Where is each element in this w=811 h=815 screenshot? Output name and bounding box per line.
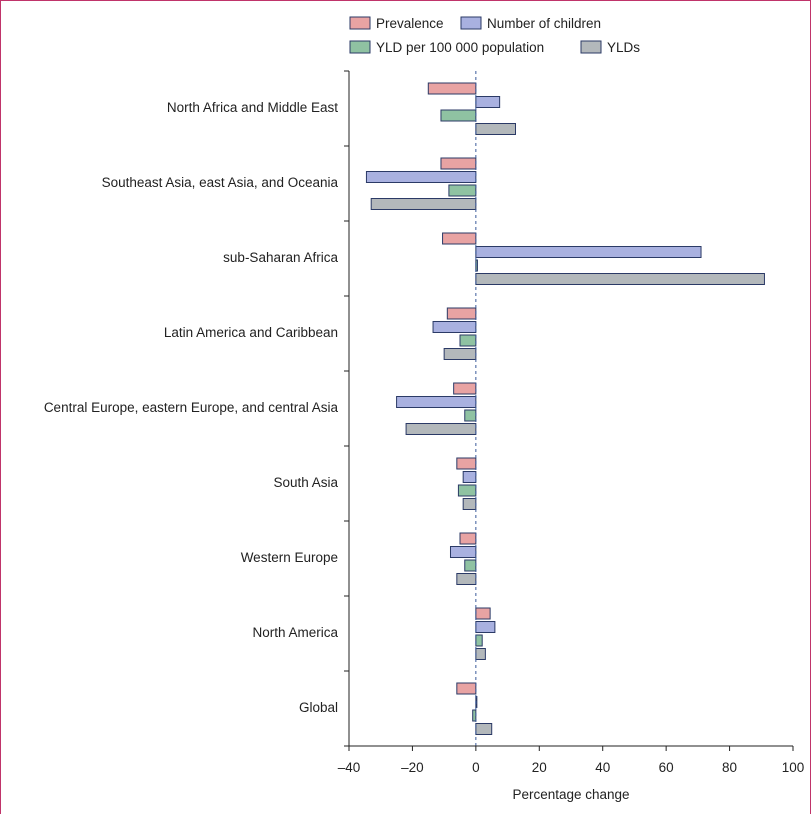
bar-ylds-1 — [370, 198, 477, 210]
x-tick-label: 0 — [472, 760, 480, 775]
bar-prevalence-7 — [475, 607, 491, 620]
bar-number-of-children-3 — [432, 321, 477, 333]
bar-ylds-2 — [475, 273, 765, 285]
bar-prevalence-8 — [456, 682, 477, 695]
legend-swatch — [580, 40, 602, 54]
bar-ylds-4 — [405, 423, 477, 435]
category-label: Southeast Asia, east Asia, and Oceania — [102, 175, 339, 190]
category-label: North Africa and Middle East — [167, 100, 338, 115]
category-label: North America — [252, 625, 338, 640]
x-tick-label: 80 — [722, 760, 737, 775]
bar-ylds-5 — [462, 498, 477, 510]
x-tick-label: 60 — [659, 760, 674, 775]
bar-number-of-children-7 — [475, 621, 496, 633]
axes: –40 –20 0 20 40 60 80 100 — [338, 70, 805, 775]
bar-yld-per-100-000-population-5 — [457, 484, 477, 497]
bar-number-of-children-2 — [475, 246, 702, 258]
bars — [365, 82, 765, 735]
bar-yld-per-100-000-population-1 — [448, 184, 477, 197]
bar-ylds-6 — [456, 573, 477, 585]
x-tick-label: –40 — [338, 760, 361, 775]
x-tick-label: 100 — [782, 760, 805, 775]
bar-yld-per-100-000-population-7 — [475, 634, 483, 647]
x-tick-label: 20 — [532, 760, 547, 775]
bar-prevalence-1 — [440, 157, 477, 170]
x-tick-label: –20 — [401, 760, 424, 775]
legend-swatch — [349, 16, 371, 30]
bar-number-of-children-6 — [449, 546, 477, 558]
bar-prevalence-3 — [446, 307, 477, 320]
bar-prevalence-2 — [442, 232, 477, 245]
bar-prevalence-6 — [459, 532, 477, 545]
category-label: Global — [299, 700, 338, 715]
category-label: Western Europe — [241, 550, 338, 565]
bar-number-of-children-4 — [396, 396, 477, 408]
category-label: Latin America and Caribbean — [164, 325, 338, 340]
legend-swatch — [349, 40, 371, 54]
bar-yld-per-100-000-population-3 — [459, 334, 477, 347]
legend-label: Prevalence — [376, 16, 444, 31]
legend-label: YLD per 100 000 population — [376, 40, 544, 55]
x-tick-label: 40 — [595, 760, 610, 775]
bar-number-of-children-5 — [462, 471, 477, 483]
legend: Prevalence Number of children YLD per 100 … — [349, 16, 640, 55]
bar-yld-per-100-000-population-4 — [464, 409, 477, 422]
category-label: Central Europe, eastern Europe, and cent… — [44, 400, 339, 415]
bar-ylds-8 — [475, 723, 493, 735]
category-label: sub-Saharan Africa — [223, 250, 338, 265]
bar-number-of-children-0 — [475, 96, 501, 108]
bar-yld-per-100-000-population-6 — [464, 559, 477, 572]
legend-label: Number of children — [487, 16, 601, 31]
bar-ylds-0 — [475, 123, 517, 135]
bar-ylds-3 — [443, 348, 477, 360]
x-axis-title: Percentage change — [512, 787, 629, 802]
legend-label: YLDs — [607, 40, 640, 55]
bar-prevalence-4 — [453, 382, 477, 395]
bar-yld-per-100-000-population-0 — [440, 109, 477, 122]
bar-ylds-7 — [475, 648, 486, 660]
bar-prevalence-5 — [456, 457, 477, 470]
bar-prevalence-0 — [427, 82, 477, 95]
category-labels: North Africa and Middle East Southeast As… — [44, 100, 339, 715]
legend-swatch — [460, 16, 482, 30]
bar-number-of-children-1 — [365, 171, 477, 183]
category-label: South Asia — [273, 475, 338, 490]
